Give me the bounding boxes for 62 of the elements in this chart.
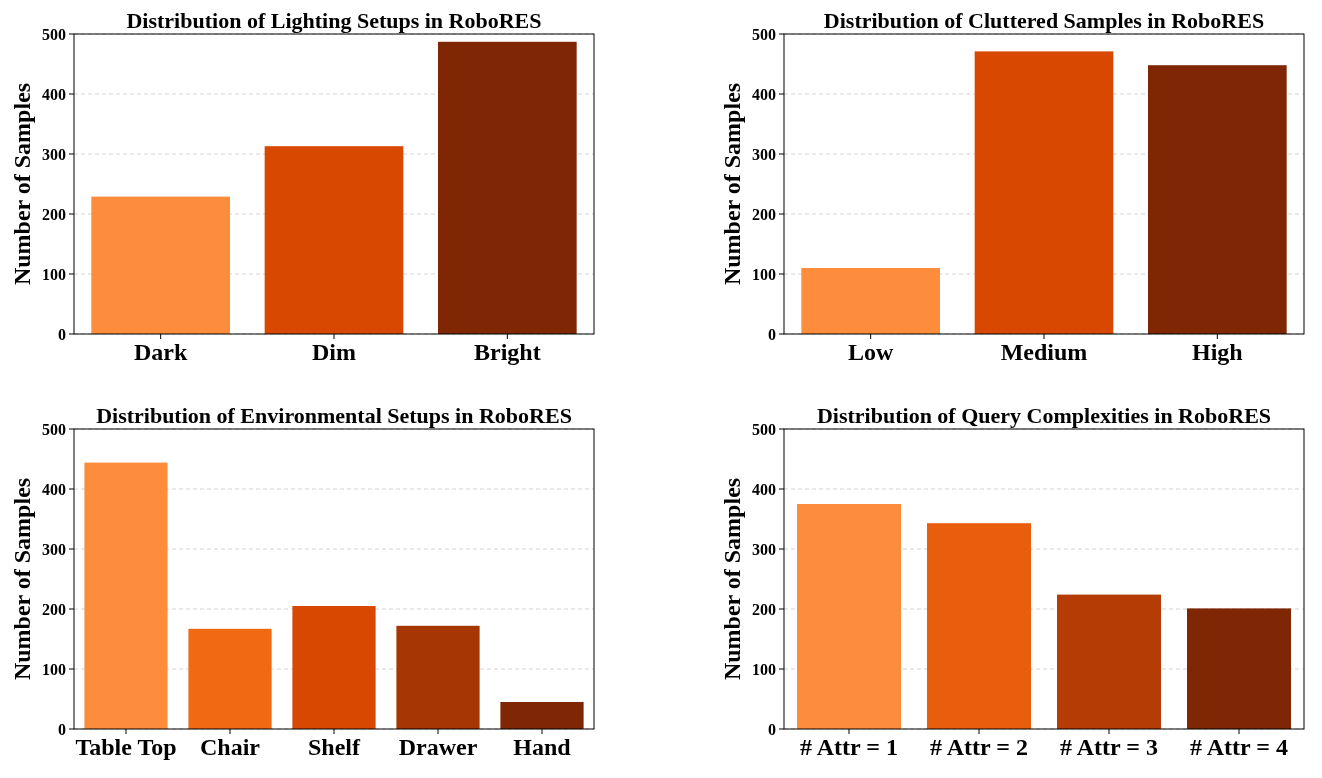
y-tick-label: 300 xyxy=(42,540,66,558)
y-tick-label: 300 xyxy=(752,145,776,163)
y-axis-title: Number of Samples xyxy=(9,477,35,681)
x-tick-label: # Attr = 3 xyxy=(1060,734,1158,760)
y-axis-title: Number of Samples xyxy=(719,82,745,286)
x-tick-label: Chair xyxy=(200,734,261,760)
x-tick-label: Low xyxy=(847,339,894,365)
x-tick-label: Table Top xyxy=(75,734,177,760)
y-tick-label: 0 xyxy=(768,720,776,738)
bar xyxy=(1187,608,1291,729)
y-tick-label: 100 xyxy=(42,660,66,678)
y-tick-label: 200 xyxy=(42,205,66,223)
x-tick-label: High xyxy=(1191,339,1243,365)
y-tick-label: 200 xyxy=(752,600,776,618)
y-tick-label: 400 xyxy=(752,85,776,103)
bar xyxy=(1057,594,1161,729)
x-tick-label: Dim xyxy=(312,339,356,365)
bar xyxy=(264,146,404,334)
y-axis-title: Number of Samples xyxy=(719,477,745,681)
bar xyxy=(84,462,168,729)
x-tick-label: Shelf xyxy=(307,734,362,760)
bar xyxy=(801,268,940,334)
x-tick-label: Hand xyxy=(513,734,572,760)
x-tick-label: Medium xyxy=(1000,339,1088,365)
x-tick-label: # Attr = 4 xyxy=(1190,734,1288,760)
bar xyxy=(292,606,376,729)
y-tick-label: 200 xyxy=(752,205,776,223)
bar xyxy=(396,625,480,729)
y-tick-label: 200 xyxy=(42,600,66,618)
y-tick-label: 500 xyxy=(752,25,776,43)
x-tick-label: Bright xyxy=(474,339,541,365)
chart-title: Distribution of Cluttered Samples in RoboRES xyxy=(823,8,1265,33)
bar xyxy=(438,41,577,334)
y-tick-label: 100 xyxy=(42,265,66,283)
y-tick-label: 400 xyxy=(42,480,66,498)
y-tick-label: 500 xyxy=(752,420,776,438)
x-tick-label: Dark xyxy=(133,339,188,365)
x-tick-label: # Attr = 2 xyxy=(930,734,1028,760)
bar xyxy=(500,702,584,729)
y-tick-label: 0 xyxy=(58,720,66,738)
y-tick-label: 300 xyxy=(752,540,776,558)
y-tick-label: 100 xyxy=(752,660,776,678)
bar xyxy=(974,51,1114,334)
bar xyxy=(188,628,272,729)
y-tick-label: 300 xyxy=(42,145,66,163)
x-tick-label: Drawer xyxy=(398,734,478,760)
bar xyxy=(927,523,1031,729)
bar xyxy=(797,504,901,729)
y-tick-label: 0 xyxy=(58,325,66,343)
y-tick-label: 0 xyxy=(768,325,776,343)
y-tick-label: 400 xyxy=(42,85,66,103)
y-tick-label: 500 xyxy=(42,420,66,438)
chart-title: Distribution of Lighting Setups in RoboRES xyxy=(126,8,542,33)
chart-title: Distribution of Environmental Setups in RoboRES xyxy=(96,403,572,428)
bar xyxy=(91,196,230,334)
bar xyxy=(1148,65,1287,334)
x-tick-label: # Attr = 1 xyxy=(800,734,898,760)
y-tick-label: 100 xyxy=(752,265,776,283)
y-axis-title: Number of Samples xyxy=(9,82,35,286)
y-tick-label: 400 xyxy=(752,480,776,498)
y-tick-label: 500 xyxy=(42,25,66,43)
chart-title: Distribution of Query Complexities in RoboRES xyxy=(816,403,1272,428)
